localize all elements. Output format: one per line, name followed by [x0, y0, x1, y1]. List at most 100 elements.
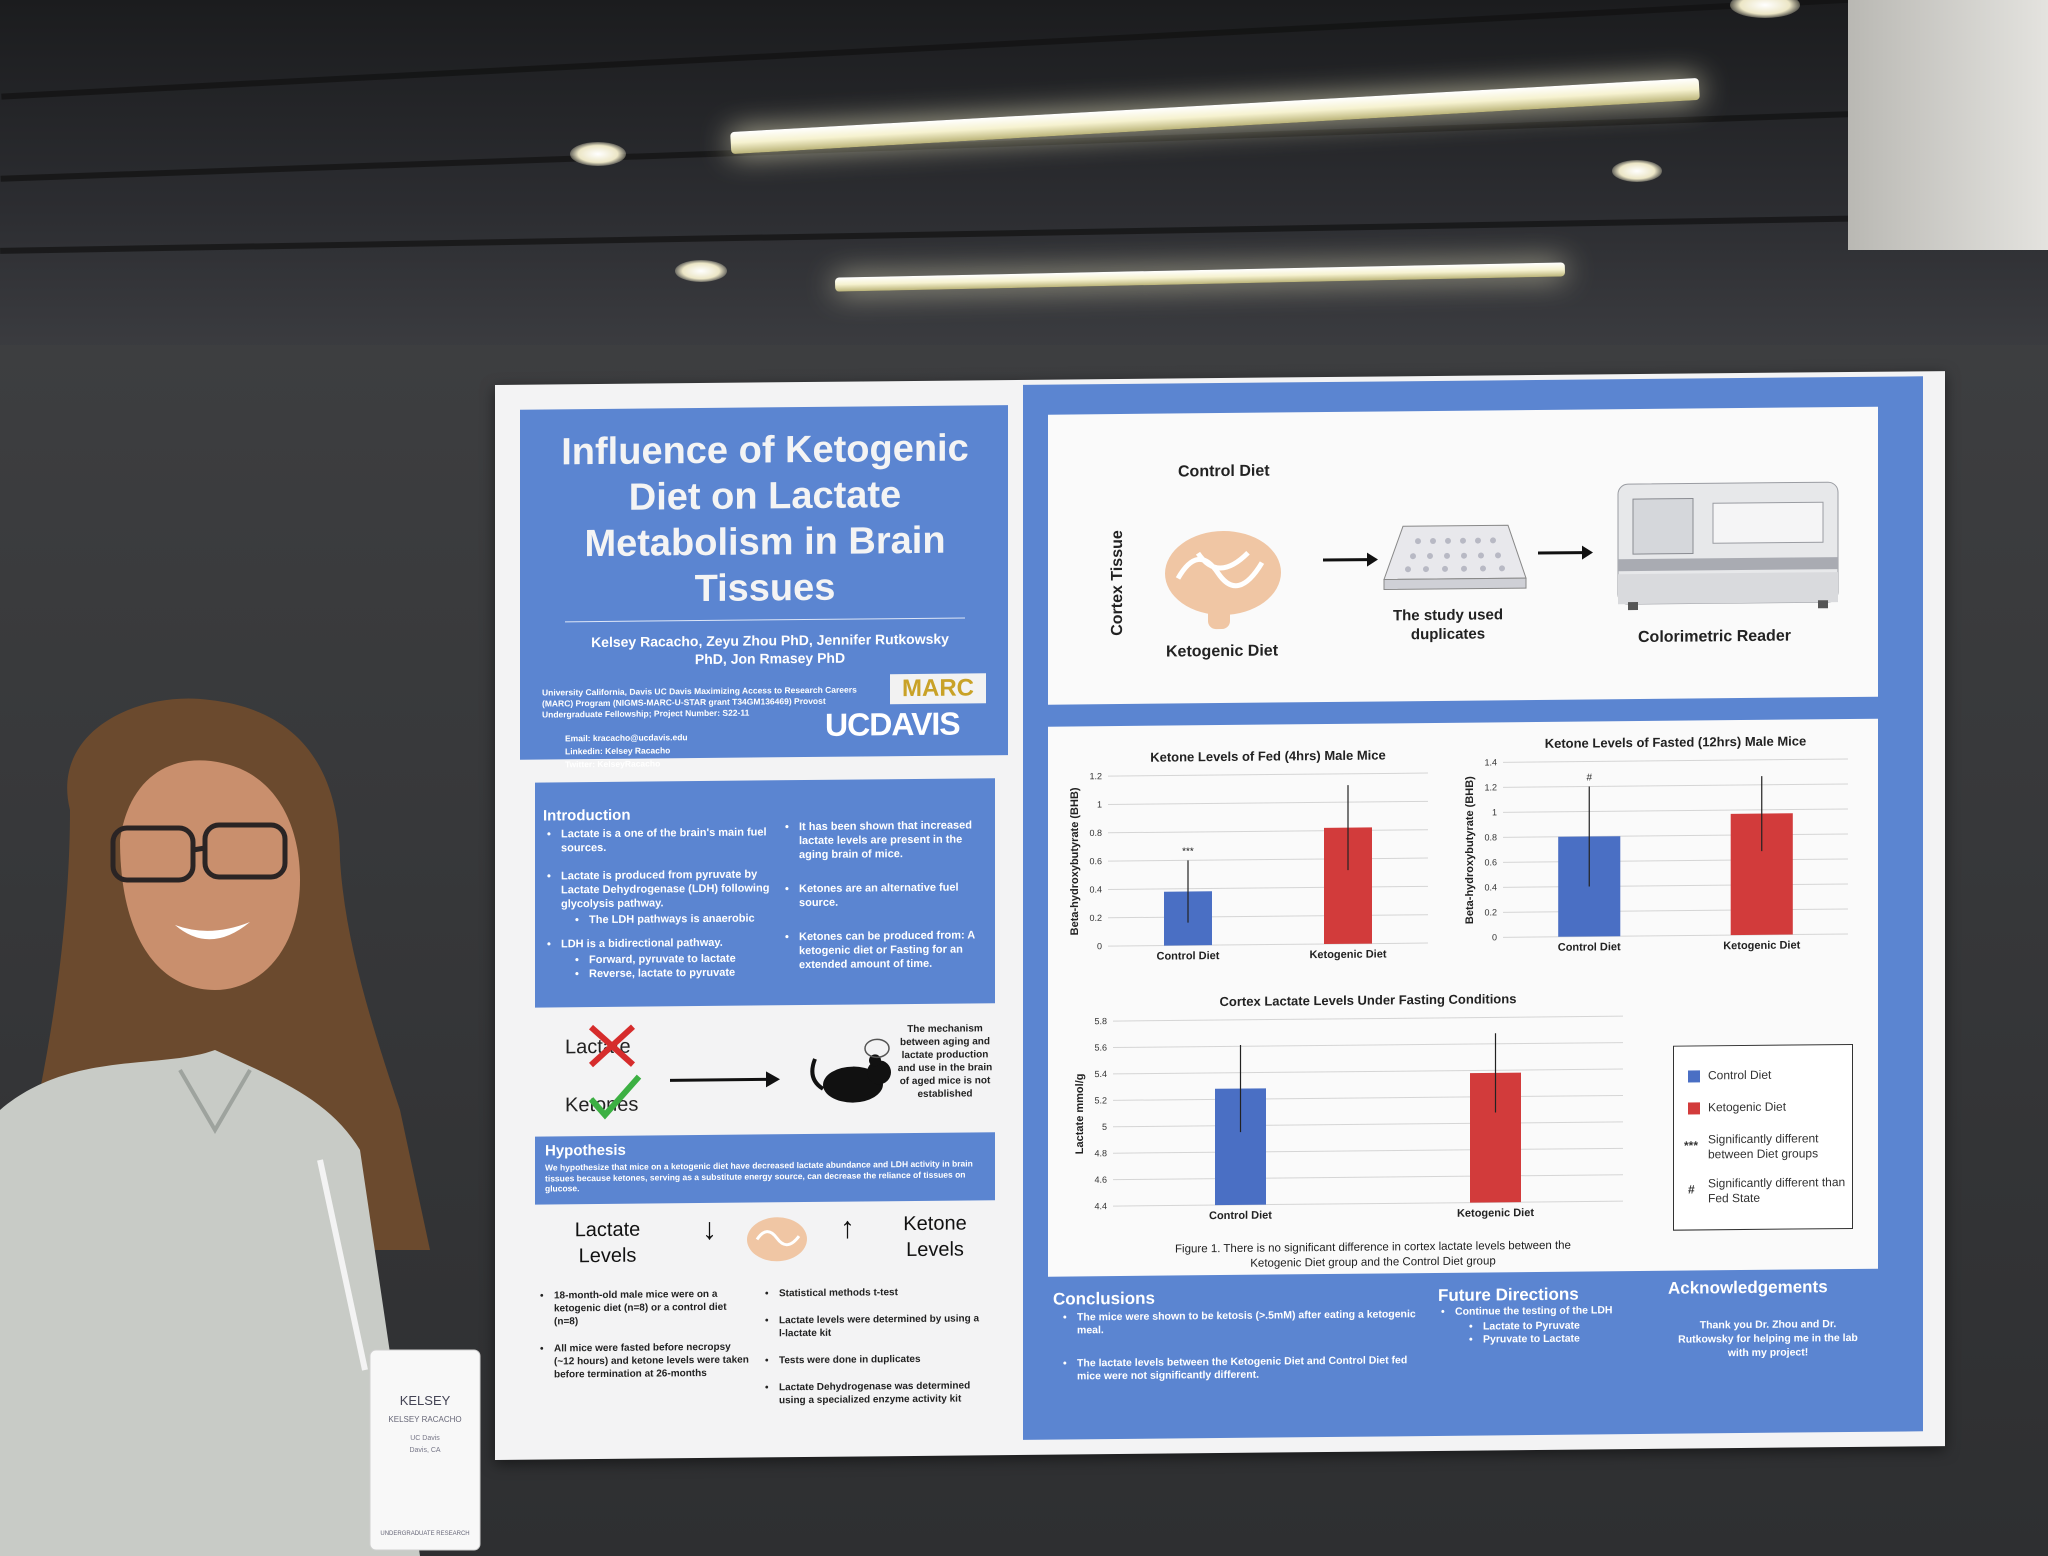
ketogenic-diet-label: Ketogenic Diet [1166, 642, 1279, 661]
gridline [1503, 808, 1848, 813]
well-plate-icon [1383, 524, 1527, 590]
list-item: Lactate levels were determined by using … [765, 1312, 980, 1340]
hypothesis-heading: Hypothesis [545, 1141, 626, 1160]
figure-caption: Figure 1. There is no significant differ… [1175, 1239, 1571, 1270]
lactate-levels: Lactate Levels [574, 1218, 641, 1268]
intro-right-list: It has been shown that increased lactate… [785, 818, 985, 986]
y-tick-label: 5 [1102, 1122, 1107, 1132]
significance-mark: # [1586, 772, 1592, 783]
colorimetric-reader-label: Colorimetric Reader [1638, 627, 1791, 647]
conclusions-list: The mice were shown to be ketosis (>.5mM… [1063, 1308, 1423, 1397]
brain-icon [747, 1217, 807, 1262]
y-tick-label: 0.8 [1484, 832, 1497, 842]
title-panel: Influence of Ketogenic Diet on Lactate M… [520, 405, 1008, 769]
list-item: All mice were fasted before necropsy (~1… [540, 1341, 750, 1382]
gridline [1108, 857, 1428, 862]
research-poster: Influence of Ketogenic Diet on Lactate M… [495, 371, 1945, 1460]
list-item: Lactate Dehydrogenase was determined usi… [765, 1379, 980, 1407]
fed-ketone-chart: Ketone Levels of Fed (4hrs) Male Mice Bet… [1069, 747, 1428, 963]
arrow-icon [1323, 552, 1378, 567]
badge-name: KELSEY [400, 1393, 451, 1408]
x-tick-label: Ketogenic Diet [1309, 948, 1386, 961]
fasted-ketone-chart: Ketone Levels of Fasted (12hrs) Male Mic… [1464, 733, 1848, 954]
brain-icon [1165, 531, 1281, 630]
workflow-panel: Control Diet Cortex Tissue Ketogenic Die… [1048, 406, 1878, 705]
y-tick-label: 4.4 [1094, 1201, 1107, 1211]
gridline [1113, 1042, 1623, 1048]
list-item: Statistical methods t-test [765, 1285, 980, 1300]
linkedin: Linkedin: Kelsey Racacho [565, 745, 671, 757]
gridline [1503, 858, 1848, 863]
plate-reader-icon [1617, 481, 1839, 611]
check-icon [588, 1074, 642, 1120]
cross-icon [588, 1024, 636, 1068]
list-item: Pyruvate to Lactate [1455, 1332, 1671, 1347]
legend-sig1-mark: *** [1684, 1138, 1699, 1153]
list-item: Reverse, lactate to pyruvate [561, 965, 777, 981]
email: Email: kracacho@ucdavis.edu [565, 732, 688, 744]
spot-light [1612, 160, 1662, 182]
gridline [1113, 1147, 1623, 1154]
y-tick-label: 0.4 [1484, 882, 1497, 892]
poster-title: Influence of Ketogenic Diet on Lactate M… [561, 427, 969, 611]
chart-title: Ketone Levels of Fed (4hrs) Male Mice [1150, 747, 1386, 764]
y-tick-label: 0.4 [1089, 885, 1102, 895]
ceiling-light [730, 77, 1700, 155]
y-tick-label: 0.6 [1484, 857, 1497, 867]
control-diet-label: Control Diet [1178, 462, 1270, 481]
list-item: Tests were done in duplicates [765, 1352, 980, 1367]
y-axis-label: Beta-hydroxybutyrate (BHB) [1464, 776, 1476, 924]
conclusions-heading: Conclusions [1053, 1288, 1156, 1309]
y-tick-label: 1.4 [1484, 757, 1497, 767]
x-tick-label: Ketogenic Diet [1457, 1207, 1534, 1220]
list-item: The lactate levels between the Ketogenic… [1063, 1354, 1423, 1383]
results-panel: Control Diet Cortex Tissue Ketogenic Die… [1023, 376, 1923, 1440]
gridline [1113, 1121, 1623, 1128]
gridline [1503, 783, 1848, 788]
spot-light [675, 260, 727, 282]
list-item: The LDH pathways is anaerobic [561, 911, 777, 927]
y-tick-label: 1 [1492, 807, 1497, 817]
gridline [1113, 1015, 1623, 1022]
legend-sig2-mark: # [1688, 1182, 1695, 1197]
y-tick-label: 1.2 [1484, 782, 1497, 792]
charts-panel: Ketone Levels of Fed (4hrs) Male Mice Bet… [1048, 718, 1878, 1277]
y-tick-label: 0.8 [1089, 828, 1102, 838]
methods-right-list: Statistical methods t-test Lactate level… [765, 1285, 980, 1421]
arrow-icon [1538, 545, 1593, 560]
y-tick-label: 0.6 [1089, 856, 1102, 866]
badge-footer: UNDERGRADUATE RESEARCH [380, 1531, 469, 1537]
bar [1215, 1088, 1266, 1206]
list-item: Ketones are an alternative fuel source. [785, 880, 985, 910]
gridline [1503, 758, 1848, 763]
mechanism-panel: Lactate Ketones The mechanism between ag… [535, 1012, 995, 1124]
gridline [1113, 1094, 1623, 1101]
gridline [1108, 885, 1428, 890]
y-axis-label: Beta-hydroxybutyrate (BHB) [1069, 787, 1081, 935]
intro-left-list: Lactate is a one of the brain's main fue… [547, 825, 777, 995]
hypothesis-panel: Hypothesis We hypothesize that mice on a… [535, 1132, 995, 1205]
y-tick-label: 5.8 [1094, 1016, 1107, 1026]
x-tick-label: Ketogenic Diet [1723, 939, 1800, 952]
badge-affil2: Davis, CA [409, 1447, 440, 1454]
future-list: Continue the testing of the LDH Lactate … [1441, 1304, 1671, 1361]
list-item: The mice were shown to be ketosis (>.5mM… [1063, 1308, 1423, 1337]
gridline [1503, 883, 1848, 888]
legend-swatch-ketogenic [1688, 1102, 1700, 1115]
gridline [1108, 772, 1428, 777]
legend-sig2: Significantly different than Fed State [1708, 1175, 1846, 1206]
list-item: Lactate is a one of the brain's main fue… [547, 825, 777, 855]
bar [1470, 1072, 1521, 1203]
y-tick-label: 0 [1492, 932, 1497, 942]
y-tick-label: 5.4 [1094, 1069, 1107, 1079]
x-tick-label: Control Diet [1157, 950, 1220, 963]
y-tick-label: 1.2 [1089, 771, 1102, 781]
authors: Kelsey Racacho, Zeyu Zhou PhD, Jennifer … [591, 630, 949, 668]
list-item: It has been shown that increased lactate… [785, 818, 985, 862]
gridline [1113, 1174, 1623, 1181]
mouse-icon [810, 1038, 891, 1103]
affiliation: University California, Davis UC Davis Ma… [542, 684, 857, 720]
gridline [1503, 908, 1848, 913]
ack-heading: Acknowledgements [1668, 1277, 1828, 1298]
